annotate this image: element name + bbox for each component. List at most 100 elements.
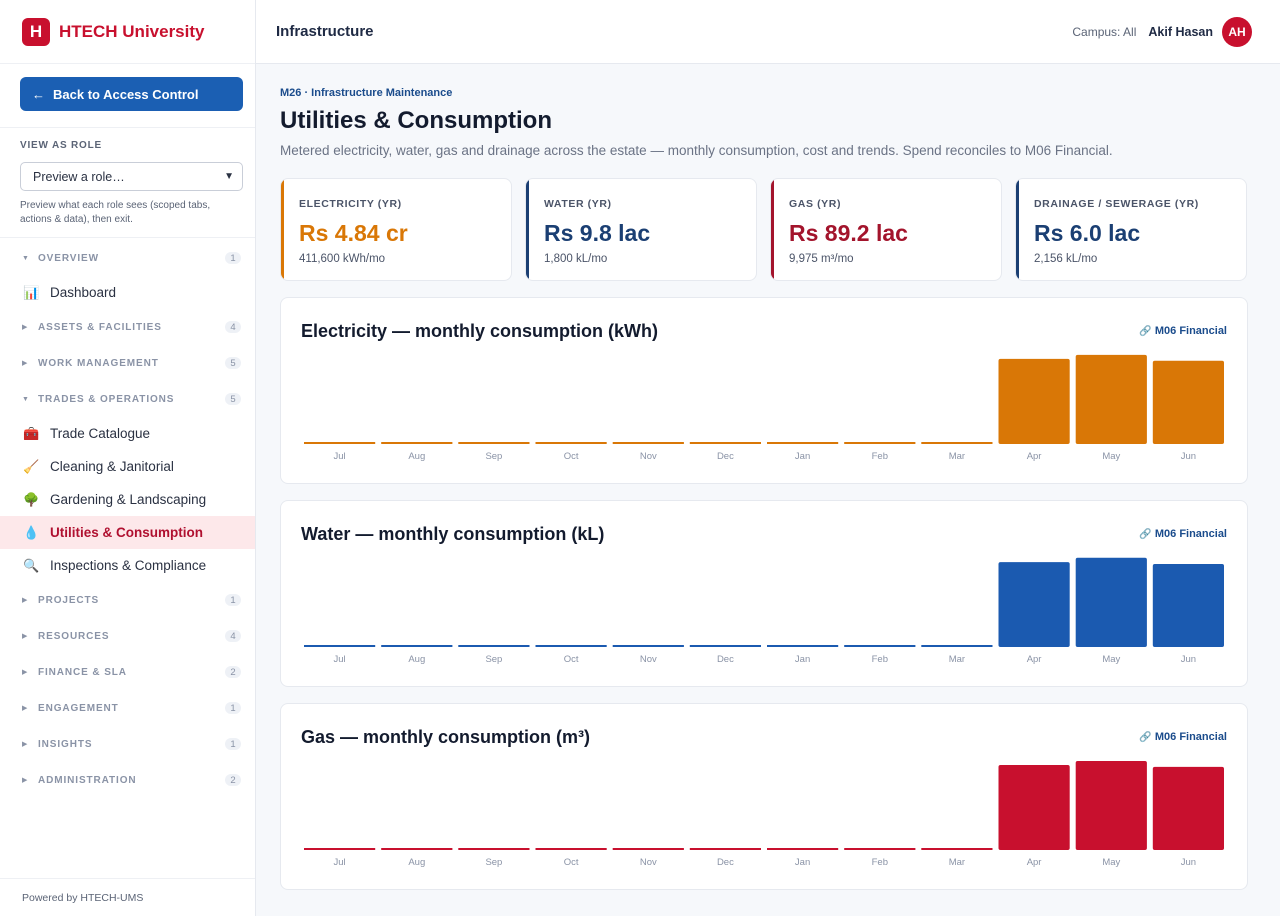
- role-select[interactable]: Preview a role… ▼: [20, 162, 243, 191]
- bar-apr[interactable]: [998, 358, 1070, 444]
- sidebar-item-cleaning-janitorial[interactable]: 🧹 Cleaning & Janitorial: [0, 450, 255, 483]
- caret-down-icon: ▼: [22, 395, 29, 403]
- bar-aug[interactable]: [381, 645, 453, 647]
- bar-mar[interactable]: [921, 442, 993, 444]
- back-section: ← Back to Access Control: [0, 64, 255, 128]
- kpi-value: Rs 4.84 cr: [299, 220, 408, 246]
- bar-feb[interactable]: [844, 442, 916, 444]
- link-icon: 🔗: [1139, 326, 1152, 337]
- x-tick-label: Dec: [717, 654, 734, 665]
- sidebar-nav: ▼ OVERVIEW 1 📊 Dashboard ▶ ASSETS & FACILITIES…: [0, 238, 255, 798]
- broom-icon: 🧹: [23, 458, 40, 474]
- bar-aug[interactable]: [381, 848, 453, 850]
- sidebar-item-label: Inspections & Compliance: [50, 558, 207, 573]
- nav-section-count: 5: [225, 393, 241, 405]
- nav-section-insights[interactable]: ▶ INSIGHTS 1: [0, 726, 255, 762]
- x-tick-label: Aug: [408, 451, 425, 462]
- chart-title: Electricity — monthly consumption (kWh): [301, 321, 659, 341]
- bar-nov[interactable]: [612, 848, 684, 850]
- bar-jan[interactable]: [767, 848, 839, 850]
- bar-may[interactable]: [1075, 557, 1147, 647]
- bar-sep[interactable]: [458, 848, 530, 850]
- bar-jan[interactable]: [767, 645, 839, 647]
- x-tick-label: Jan: [795, 451, 810, 462]
- bar-apr[interactable]: [998, 765, 1070, 850]
- nav-section-administration[interactable]: ▶ ADMINISTRATION 2: [0, 762, 255, 798]
- top-bar: Infrastructure Campus: All Akif Hasan AH: [256, 0, 1280, 64]
- nav-section-engagement[interactable]: ▶ ENGAGEMENT 1: [0, 690, 255, 726]
- nav-section-resources[interactable]: ▶ RESOURCES 4: [0, 618, 255, 654]
- bar-may[interactable]: [1075, 354, 1147, 444]
- bar-jul[interactable]: [304, 848, 376, 850]
- bar-may[interactable]: [1075, 761, 1147, 850]
- m06-financial-link[interactable]: 🔗 M06 Financial: [1139, 528, 1227, 540]
- bar-sep[interactable]: [458, 442, 530, 444]
- x-tick-label: Sep: [485, 451, 502, 462]
- nav-section-work-management[interactable]: ▶ WORK MANAGEMENT 5: [0, 345, 255, 381]
- m06-financial-link[interactable]: 🔗 M06 Financial: [1139, 731, 1227, 743]
- x-tick-label: May: [1102, 857, 1120, 868]
- nav-section-projects[interactable]: ▶ PROJECTS 1: [0, 582, 255, 618]
- campus-filter[interactable]: Campus: All: [1072, 24, 1137, 39]
- x-tick-label: Feb: [872, 654, 888, 665]
- nav-section-label: PROJECTS: [38, 594, 100, 606]
- sidebar-item-gardening-landscaping[interactable]: 🌳 Gardening & Landscaping: [0, 483, 255, 516]
- bar-apr[interactable]: [998, 562, 1070, 647]
- x-tick-label: Aug: [408, 857, 425, 868]
- bar-feb[interactable]: [844, 645, 916, 647]
- gas-bar-chart: Jul Aug Sep Oct Nov Dec Jan Feb Mar Apr May Jun: [304, 761, 1224, 868]
- nav-section-count: 1: [225, 594, 241, 606]
- m06-financial-link[interactable]: 🔗 M06 Financial: [1139, 325, 1227, 337]
- bar-oct[interactable]: [535, 848, 607, 850]
- bar-dec[interactable]: [689, 442, 761, 444]
- bar-sep[interactable]: [458, 645, 530, 647]
- caret-right-icon: ▶: [22, 669, 28, 676]
- avatar[interactable]: AH: [1222, 16, 1252, 47]
- back-to-access-control-button[interactable]: ← Back to Access Control: [20, 77, 243, 111]
- kpi-subtext: 9,975 m³/mo: [789, 253, 854, 265]
- nav-section-assets-facilities[interactable]: ▶ ASSETS & FACILITIES 4: [0, 309, 255, 345]
- bar-oct[interactable]: [535, 442, 607, 444]
- x-tick-label: Mar: [949, 654, 965, 665]
- bar-mar[interactable]: [921, 645, 993, 647]
- caret-right-icon: ▶: [22, 633, 28, 640]
- x-tick-label: Oct: [564, 654, 579, 665]
- nav-section-label: ASSETS & FACILITIES: [38, 321, 162, 333]
- bar-dec[interactable]: [689, 848, 761, 850]
- kpi-label: DRAINAGE / SEWERAGE (YR): [1034, 198, 1199, 210]
- bar-nov[interactable]: [612, 645, 684, 647]
- x-tick-label: Nov: [640, 654, 657, 665]
- sidebar-item-dashboard[interactable]: 📊 Dashboard: [0, 276, 255, 309]
- nav-section-count: 2: [225, 774, 241, 786]
- bar-mar[interactable]: [921, 848, 993, 850]
- bar-aug[interactable]: [381, 442, 453, 444]
- nav-section-label: ENGAGEMENT: [38, 702, 119, 714]
- nav-section-overview[interactable]: ▼ OVERVIEW 1: [0, 240, 255, 276]
- bar-jul[interactable]: [304, 645, 376, 647]
- sidebar-item-utilities-consumption[interactable]: 💧 Utilities & Consumption: [0, 516, 255, 549]
- view-as-role-heading: VIEW AS ROLE: [20, 140, 103, 151]
- nav-section-count: 4: [225, 321, 241, 333]
- user-name[interactable]: Akif Hasan: [1148, 24, 1213, 39]
- bar-jun[interactable]: [1152, 564, 1224, 647]
- nav-section-finance-sla[interactable]: ▶ FINANCE & SLA 2: [0, 654, 255, 690]
- sidebar-item-trade-catalogue[interactable]: 🧰 Trade Catalogue: [0, 417, 255, 450]
- bar-dec[interactable]: [689, 645, 761, 647]
- bar-nov[interactable]: [612, 442, 684, 444]
- bar-feb[interactable]: [844, 848, 916, 850]
- droplet-icon: 💧: [23, 524, 40, 540]
- bar-jun[interactable]: [1152, 766, 1224, 850]
- sidebar-item-inspections-compliance[interactable]: 🔍 Inspections & Compliance: [0, 549, 255, 582]
- page-title: Utilities & Consumption: [280, 107, 552, 134]
- bar-oct[interactable]: [535, 645, 607, 647]
- bar-jan[interactable]: [767, 442, 839, 444]
- bar-jun[interactable]: [1152, 360, 1224, 444]
- nav-section-trades-operations[interactable]: ▼ TRADES & OPERATIONS 5: [0, 381, 255, 417]
- breadcrumb[interactable]: M26 · Infrastructure Maintenance: [280, 87, 453, 99]
- x-tick-label: Jun: [1181, 451, 1196, 462]
- electricity-chart-card: Electricity — monthly consumption (kWh) …: [280, 297, 1248, 484]
- x-tick-label: Jan: [795, 654, 810, 665]
- x-tick-label: Jun: [1181, 654, 1196, 665]
- brand[interactable]: H HTECH University: [0, 0, 255, 64]
- bar-jul[interactable]: [304, 442, 376, 444]
